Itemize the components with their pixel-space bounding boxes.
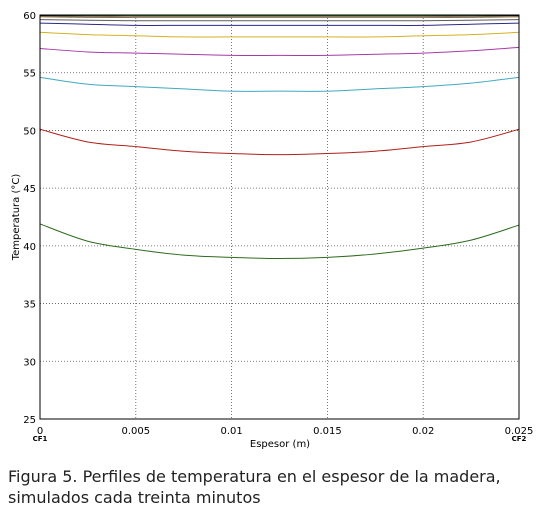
x-tick-label: 0.005 xyxy=(121,426,150,437)
series-line-2 xyxy=(39,128,520,156)
series-line-7 xyxy=(39,19,520,22)
x-end-label: CF2 xyxy=(512,435,527,443)
plot-frame xyxy=(39,14,520,420)
y-axis-label: Temperatura (°C) xyxy=(11,174,22,262)
temperature-profile-chart: 0 0.005 0.01 0.015 0.02 0.025 25 30 35 40 45 50 55 6… xyxy=(11,11,534,450)
series-line-6 xyxy=(39,22,520,26)
series-line-8 xyxy=(39,16,520,18)
series-line-4 xyxy=(39,46,520,56)
x-axis-label: Espesor (m) xyxy=(250,439,310,450)
y-tick-label: 25 xyxy=(23,415,36,426)
plot-area xyxy=(40,15,519,419)
x-tick-label: 0.015 xyxy=(313,426,342,437)
y-tick-label: 30 xyxy=(23,357,36,368)
y-tick-labels: 25 30 35 40 45 50 55 60 xyxy=(23,11,36,426)
series-line-1 xyxy=(39,223,520,260)
x-tick-label: 0.02 xyxy=(412,426,434,437)
y-tick-label: 40 xyxy=(23,242,36,253)
y-tick-label: 45 xyxy=(23,184,36,195)
x-start-label: CF1 xyxy=(33,435,48,443)
series-line-3 xyxy=(39,76,520,92)
y-tick-label: 60 xyxy=(23,11,36,22)
y-tick-label: 35 xyxy=(23,300,36,311)
figure-caption: Figura 5. Perfiles de temperatura en el … xyxy=(8,466,538,508)
caption-line-2: simulados cada treinta minutos xyxy=(8,488,261,507)
x-tick-labels: 0 0.005 0.01 0.015 0.02 0.025 xyxy=(37,426,534,437)
y-tick-label: 50 xyxy=(23,126,36,137)
x-tick-label: 0.025 xyxy=(505,426,534,437)
y-tick-label: 55 xyxy=(23,69,36,80)
caption-line-1: Figura 5. Perfiles de temperatura en el … xyxy=(8,467,501,486)
x-tick-label: 0.01 xyxy=(220,426,242,437)
x-tick-label: 0 xyxy=(37,426,43,437)
series-line-5 xyxy=(39,31,520,38)
